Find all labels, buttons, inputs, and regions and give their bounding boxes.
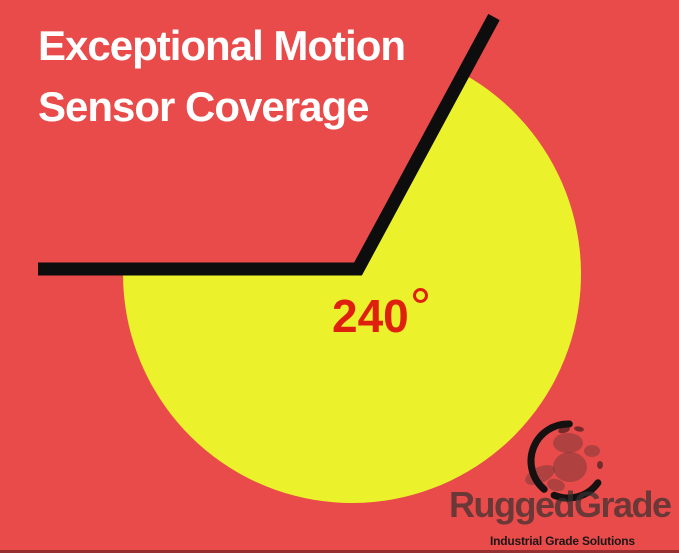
bottom-edge-strip — [0, 550, 679, 553]
coverage-angle-label: 240 — [332, 288, 428, 342]
page-title: Exceptional Motion Sensor Coverage — [38, 15, 406, 137]
globe-emblem-icon — [525, 420, 603, 502]
emblem-dark-marks — [558, 426, 603, 469]
emblem-arc-ring — [527, 420, 602, 502]
page-title-line-1: Exceptional Motion — [38, 22, 406, 69]
page-title-line-2: Sensor Coverage — [38, 83, 369, 130]
sensor-angle-lines — [38, 13, 500, 276]
coverage-sector-shape — [123, 73, 581, 503]
degree-symbol-icon — [413, 288, 428, 303]
brand-tagline: Industrial Grade Solutions — [490, 534, 635, 548]
ruggedgrade-logo: RuggedGrade Industrial Grade Solutions — [447, 417, 679, 553]
coverage-angle-value: 240 — [332, 290, 409, 342]
brand-name: RuggedGrade — [449, 484, 672, 525]
